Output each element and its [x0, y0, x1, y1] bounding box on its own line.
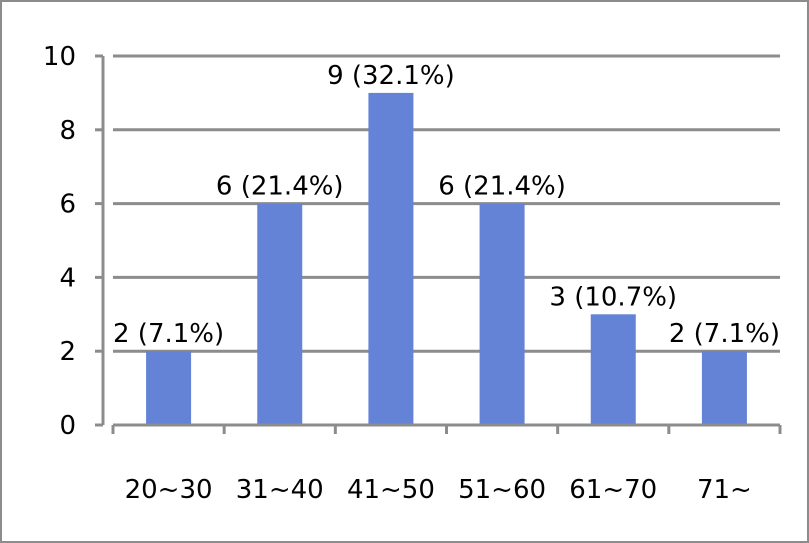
y-tick-label: 0 — [59, 411, 76, 441]
bar-51~60 — [479, 203, 525, 425]
y-tick-label: 2 — [59, 337, 76, 367]
data-label: 6 (21.4%) — [438, 172, 566, 202]
bar-61~70 — [590, 314, 636, 425]
bar-20~30 — [146, 351, 192, 425]
bar-31~40 — [257, 203, 303, 425]
bar-71~ — [701, 351, 747, 425]
y-tick-label: 6 — [59, 190, 76, 220]
data-label: 2 (7.1%) — [669, 319, 780, 349]
axes — [95, 54, 782, 434]
data-label: 9 (32.1%) — [327, 61, 455, 91]
y-tick-label: 10 — [43, 42, 76, 72]
labels: 0 2 4 6 8 10 2 (7.1%) 20~30 6 (21.4%) 31~40 9 (32.… — [43, 42, 780, 505]
bars — [146, 92, 747, 426]
y-tick-label: 4 — [59, 263, 76, 293]
y-tick-label: 8 — [59, 116, 76, 146]
x-tick-label: 41~50 — [347, 475, 435, 505]
gridlines — [113, 54, 780, 353]
x-tick-label: 61~70 — [569, 475, 657, 505]
bar-41~50 — [368, 92, 414, 426]
data-label: 2 (7.1%) — [113, 319, 224, 349]
data-label: 3 (10.7%) — [549, 282, 677, 312]
data-label: 6 (21.4%) — [216, 172, 344, 202]
x-tick-label: 71~ — [697, 475, 752, 505]
x-tick-label: 31~40 — [236, 475, 324, 505]
x-tick-label: 51~60 — [458, 475, 546, 505]
x-tick-label: 20~30 — [125, 475, 213, 505]
